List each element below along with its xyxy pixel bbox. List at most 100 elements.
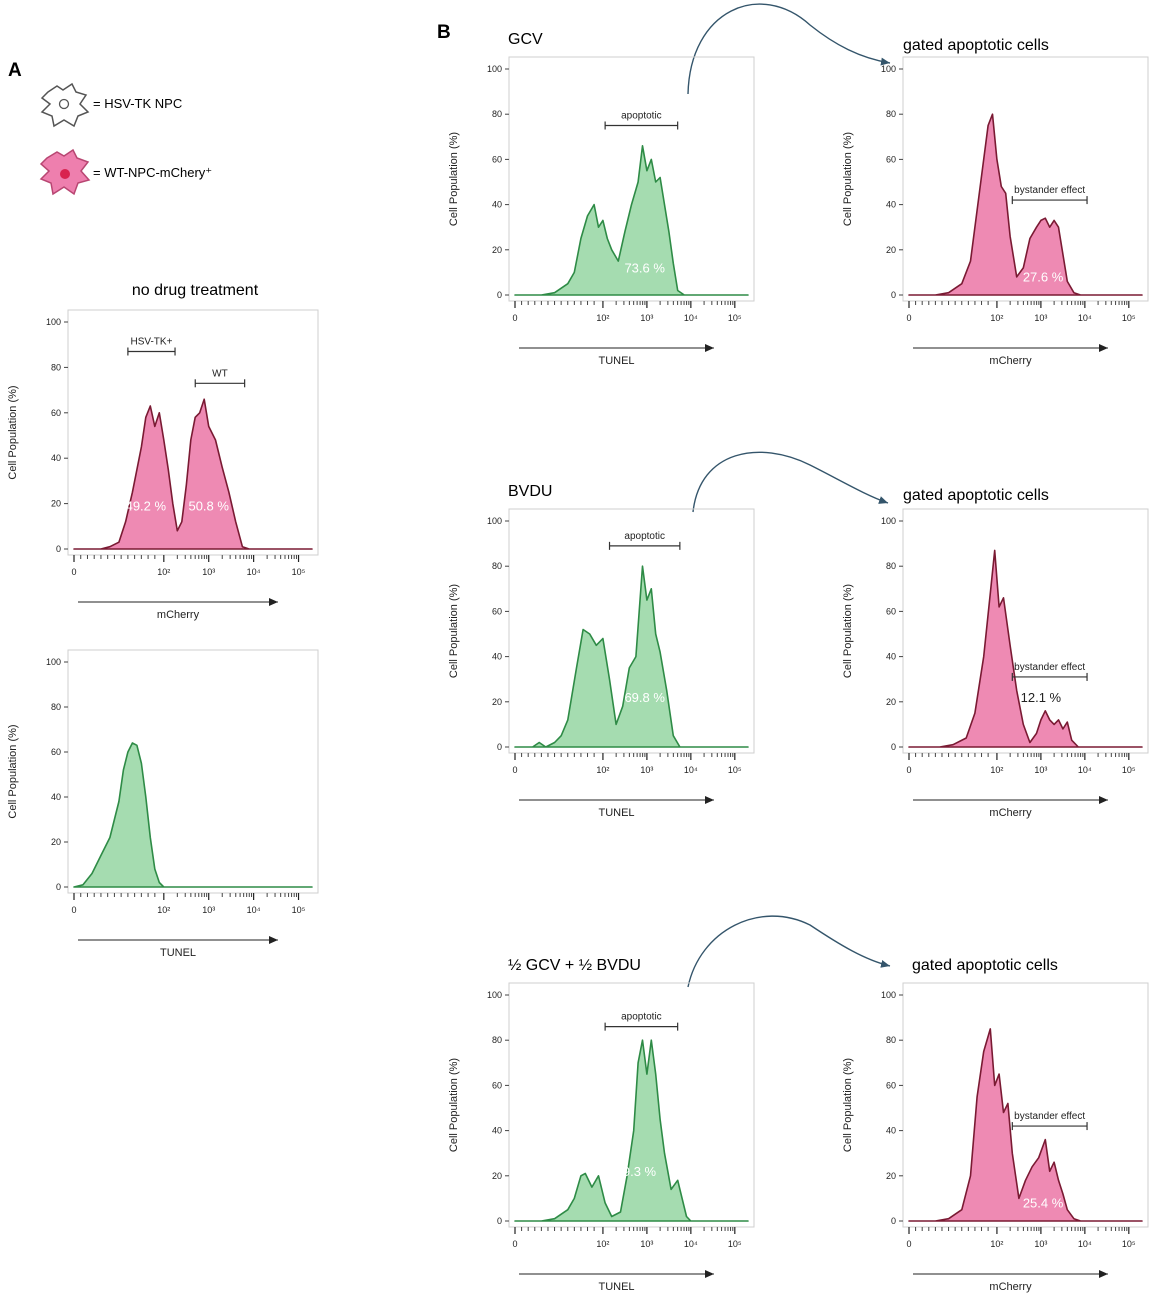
- x-axis-title: TUNEL: [598, 355, 634, 367]
- x-axis-title: mCherry: [989, 807, 1032, 819]
- y-tick-label: 20: [492, 245, 502, 255]
- x-axis-title: TUNEL: [598, 1281, 634, 1293]
- y-tick-label: 40: [886, 200, 896, 210]
- x-tick-label: 10³: [1034, 313, 1047, 323]
- y-tick-label: 100: [487, 990, 502, 1000]
- y-tick-label: 20: [51, 837, 61, 847]
- chart-b3: BVDU 0 20 40 60 80 100 Cell Population (%) 0 10² 1…: [448, 483, 755, 819]
- percentage-label: 27.6 %: [1023, 269, 1064, 284]
- gcv-flow-arrow: [687, 3, 891, 95]
- x-tick-label: 10⁴: [1078, 313, 1092, 323]
- y-tick-label: 40: [492, 1126, 502, 1136]
- y-tick-label: 80: [492, 109, 502, 119]
- x-tick-label: 10⁵: [1122, 1239, 1136, 1249]
- y-tick-label: 80: [886, 1035, 896, 1045]
- y-axis-title: Cell Population (%): [842, 132, 854, 226]
- chart-title: gated apoptotic cells: [912, 957, 1058, 974]
- y-tick-label: 40: [51, 792, 61, 802]
- y-tick-label: 60: [886, 606, 896, 616]
- x-tick-label: 10²: [596, 1239, 609, 1249]
- y-axis-title: Cell Population (%): [7, 724, 19, 818]
- chart-title: gated apoptotic cells: [903, 37, 1049, 54]
- percentage-label: 73.6 %: [624, 260, 665, 275]
- plot-frame: [902, 56, 1149, 302]
- x-tick-label: 10⁵: [292, 905, 306, 915]
- x-tick-label: 10²: [990, 313, 1003, 323]
- chart-b2: gated apoptotic cells 0 20 40 60 80 100 Cell Po…: [842, 37, 1149, 367]
- y-tick-label: 0: [497, 290, 502, 300]
- y-tick-label: 40: [492, 652, 502, 662]
- x-tick-label: 10³: [640, 313, 653, 323]
- chart-b1: GCV 0 20 40 60 80 100 Cell Population (%) 0 10² 10…: [448, 31, 755, 367]
- chart-b5: ½ GCV + ½ BVDU 0 20 40 60 80 100 Cell Populatio…: [448, 957, 755, 1293]
- chart-title: BVDU: [508, 483, 552, 500]
- x-tick-label: 10⁴: [1078, 765, 1092, 775]
- y-tick-label: 60: [51, 747, 61, 757]
- x-tick-label: 0: [512, 765, 517, 775]
- chart-a2: 0 20 40 60 80 100 Cell Population (%) 0 10² 10³ 10…: [7, 649, 319, 959]
- x-tick-label: 10³: [640, 765, 653, 775]
- gate-bracket: [194, 379, 246, 388]
- legend-label-hsv-tk: = HSV-TK NPC: [93, 96, 182, 111]
- y-tick-label: 20: [492, 697, 502, 707]
- x-tick-label: 10²: [990, 1239, 1003, 1249]
- gate-bracket: [1011, 196, 1088, 205]
- combo-flow-arrow: [687, 915, 891, 988]
- x-axis-title: mCherry: [989, 355, 1032, 367]
- y-tick-label: 100: [46, 317, 61, 327]
- x-tick-label: 10³: [640, 1239, 653, 1249]
- gate-bracket: [127, 347, 176, 356]
- x-tick-label: 0: [906, 1239, 911, 1249]
- chart-title: GCV: [508, 31, 543, 48]
- histogram-series: [908, 1028, 1143, 1222]
- y-tick-label: 80: [886, 561, 896, 571]
- x-tick-label: 0: [906, 765, 911, 775]
- histogram-series: [514, 1039, 749, 1222]
- histogram-series: [73, 742, 313, 888]
- x-axis-title: TUNEL: [160, 947, 196, 959]
- y-tick-label: 0: [497, 1216, 502, 1226]
- panel-label-b: B: [437, 22, 451, 43]
- plot-frame: [902, 508, 1149, 754]
- x-axis-title: mCherry: [989, 1281, 1032, 1293]
- x-tick-label: 10⁵: [728, 313, 742, 323]
- plot-frame: [508, 56, 755, 302]
- gate-label: HSV-TK+: [130, 337, 172, 348]
- y-tick-label: 0: [891, 742, 896, 752]
- histogram-series: [514, 145, 749, 296]
- x-tick-label: 10³: [202, 567, 215, 577]
- gate-label: bystander effect: [1014, 185, 1085, 196]
- x-tick-label: 10⁴: [247, 905, 261, 915]
- y-axis-title: Cell Population (%): [448, 1058, 460, 1152]
- wt-npc-mcherry-cell-icon: [39, 148, 91, 196]
- x-tick-label: 10⁵: [1122, 765, 1136, 775]
- y-axis-title: Cell Population (%): [842, 584, 854, 678]
- y-axis-title: Cell Population (%): [7, 385, 19, 479]
- y-tick-label: 60: [492, 606, 502, 616]
- y-tick-label: 80: [886, 109, 896, 119]
- panel-label-a: A: [8, 60, 22, 81]
- x-axis-title: mCherry: [157, 609, 200, 621]
- gate-label: apoptotic: [624, 531, 665, 542]
- x-tick-label: 0: [512, 1239, 517, 1249]
- y-tick-label: 0: [891, 290, 896, 300]
- x-tick-label: 10⁵: [1122, 313, 1136, 323]
- y-tick-label: 100: [46, 657, 61, 667]
- plot-frame: [508, 982, 755, 1228]
- x-tick-label: 10²: [596, 313, 609, 323]
- y-tick-label: 20: [886, 697, 896, 707]
- y-tick-label: 0: [56, 882, 61, 892]
- x-tick-label: 10⁴: [684, 1239, 698, 1249]
- plot-frame: [508, 508, 755, 754]
- histogram-series: [514, 565, 749, 748]
- x-tick-label: 10⁴: [684, 313, 698, 323]
- percentage-label: 25.4 %: [1023, 1195, 1064, 1210]
- gate-label: WT: [212, 368, 228, 379]
- chart-title: gated apoptotic cells: [903, 487, 1049, 504]
- percentage-label: 50.8 %: [188, 498, 229, 513]
- percentage-label: 49.2 %: [126, 498, 167, 513]
- legend: = HSV-TK NPC = WT-NPC-mChery⁺: [39, 82, 212, 196]
- chart-b4: gated apoptotic cells 0 20 40 60 80 100 Cell Po…: [842, 487, 1149, 819]
- x-tick-label: 10⁴: [684, 765, 698, 775]
- y-tick-label: 60: [492, 1080, 502, 1090]
